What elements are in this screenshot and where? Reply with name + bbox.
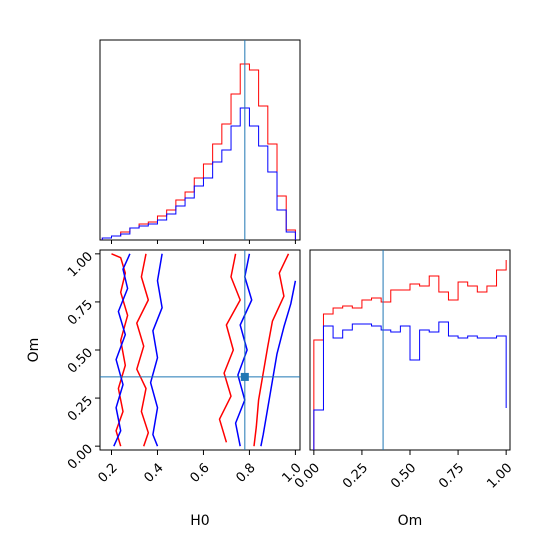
joint-contours	[111, 253, 297, 447]
joint-y-tick-label-0: 0.00	[65, 442, 96, 473]
joint-y-tick-label-1: 0.25	[65, 394, 96, 425]
joint-y-ticks: 0.00 0.25 0.50 0.75 1.00	[65, 249, 100, 473]
contour-line-1	[136, 253, 150, 447]
joint-x-axis-label: H0	[190, 513, 209, 529]
panel-joint-H0-Om: 0.2 0.4 0.6 0.8 1.0 0.000.250.500.751.00 H0 …	[26, 249, 305, 529]
hist-Om-x-axis-label: Om	[398, 513, 423, 529]
hist-Om-x-tick-label-3: 0.75	[436, 461, 467, 492]
joint-x-tick-label-3: 0.8	[233, 461, 258, 486]
hist-Om-x-ticks: 0.00 0.25 0.50 0.75 1.00	[292, 450, 515, 492]
hist-H0-ticks	[110, 240, 296, 244]
joint-x-tick-label-2: 0.6	[187, 461, 212, 486]
joint-truth-marker	[240, 372, 249, 381]
contour-line-6	[234, 253, 253, 447]
joint-x-ticks: 0.2 0.4 0.6 0.8 1.0	[96, 450, 305, 486]
contour-line-7	[260, 280, 297, 447]
joint-y-tick-label-4: 1.00	[65, 249, 96, 280]
hist-H0-step-series-1	[101, 107, 296, 240]
panel-hist-H0-frame	[99, 39, 301, 241]
joint-x-tick-label-0: 0.2	[96, 461, 121, 486]
hist-Om-step-series-1	[313, 321, 507, 450]
panel-hist-H0	[99, 39, 301, 244]
panel-hist-Om: 0.00 0.25 0.50 0.75 1.00 Om	[292, 249, 515, 529]
panel-joint-frame	[99, 249, 301, 451]
hist-H0-series	[101, 63, 296, 240]
joint-y-tick-label-3: 0.75	[65, 297, 96, 328]
contour-line-3	[253, 253, 290, 447]
hist-Om-x-tick-label-1: 0.25	[340, 461, 371, 492]
hist-Om-x-tick-label-2: 0.50	[388, 461, 419, 492]
joint-y-axis-label: Om	[26, 338, 42, 363]
joint-x-tick-label-1: 0.4	[141, 461, 166, 486]
joint-y-tick-label-2: 0.50	[65, 345, 96, 376]
hist-Om-series	[313, 260, 507, 450]
contour-line-2	[218, 253, 241, 443]
hist-Om-x-tick-label-4: 1.00	[484, 461, 515, 492]
contour-line-5	[149, 253, 163, 447]
contour-line-4	[113, 253, 131, 447]
hist-H0-step-series-0	[101, 63, 296, 240]
hist-Om-step-series-0	[313, 260, 507, 450]
